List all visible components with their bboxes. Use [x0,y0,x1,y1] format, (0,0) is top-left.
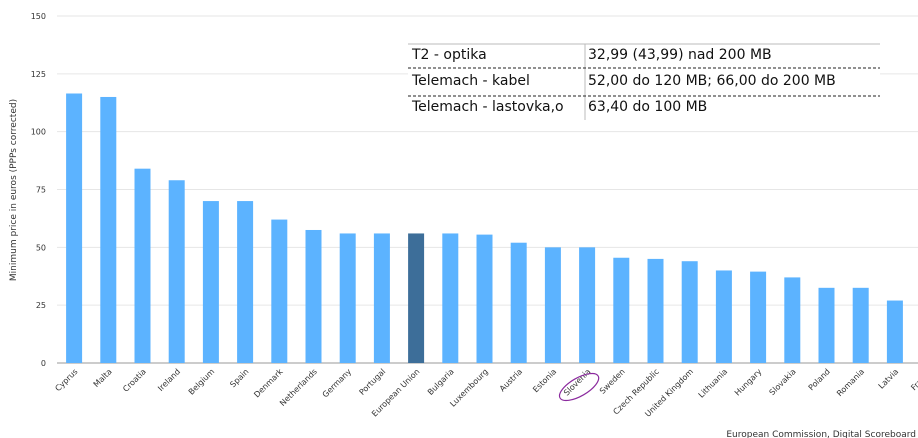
x-tick-label: Spain [228,367,250,389]
bar [681,261,698,363]
x-tick-label: Austria [498,367,524,393]
bar [202,201,219,363]
x-tick-label: Croatia [121,367,148,394]
x-tick-label: Bulgaria [426,367,456,397]
x-tick-label: Denmark [252,367,285,400]
bar [510,242,527,363]
y-tick-label: 150 [31,12,46,21]
bar [647,258,664,363]
bar [886,300,903,363]
x-tick-label: Slovakia [768,367,798,397]
table-cell: T2 - optika [411,47,487,63]
x-tick-label: Slovenia [562,367,593,398]
x-tick-label: Sweden [598,367,627,396]
x-tick-label: Germany [321,367,354,400]
table-bg [408,44,880,120]
y-tick-label: 50 [36,243,46,252]
x-tick-label: Cyprus [53,367,79,393]
bar [271,219,288,363]
x-tick-label: Estonia [531,367,558,394]
bar [168,180,185,363]
x-tick-label: Malta [92,367,114,389]
x-tick-label: Poland [807,367,832,392]
y-tick-label: 75 [36,186,46,195]
table-cell: 32,99 (43,99) nad 200 MB [588,47,772,63]
bar [339,233,356,363]
bar [373,233,390,363]
table-cell: Telemach - kabel [411,73,530,89]
x-tick-label: Belgium [187,367,217,397]
y-tick-label: 25 [36,301,46,310]
table-cell: Telemach - lastovka,o [411,99,564,115]
bar [613,257,630,363]
table-cell: 63,40 do 100 MB [588,99,707,115]
annotation-circle [558,372,600,402]
x-tick-label: Romania [835,367,866,398]
bar [784,277,801,363]
bar [544,247,561,363]
bar [476,234,493,363]
x-tick-label: France [909,367,918,392]
table-cell: 52,00 do 120 MB; 66,00 do 200 MB [588,73,836,89]
y-tick-label: 100 [31,128,46,137]
y-axis-title: Minimum price in euros (PPPs corrected) [9,99,19,281]
bar [305,229,322,363]
bar [408,233,425,363]
x-tick-label: Lithuania [697,367,730,400]
y-tick-label: 125 [31,70,46,79]
x-tick-label: Ireland [156,367,182,393]
y-tick-label: 0 [41,359,46,368]
bar [818,287,835,363]
x-tick-label: Hungary [733,367,764,398]
bar [442,233,459,363]
x-tick-label: Portugal [358,367,388,397]
bar [579,247,596,363]
bar [100,96,117,363]
source: European Commission, Digital Scoreboard [726,430,916,438]
bar [66,93,83,363]
bar [852,287,869,363]
bar [750,271,767,363]
bar [237,201,254,363]
x-tick-label: Latvia [877,367,901,391]
bar [715,270,732,363]
bar [134,168,151,363]
